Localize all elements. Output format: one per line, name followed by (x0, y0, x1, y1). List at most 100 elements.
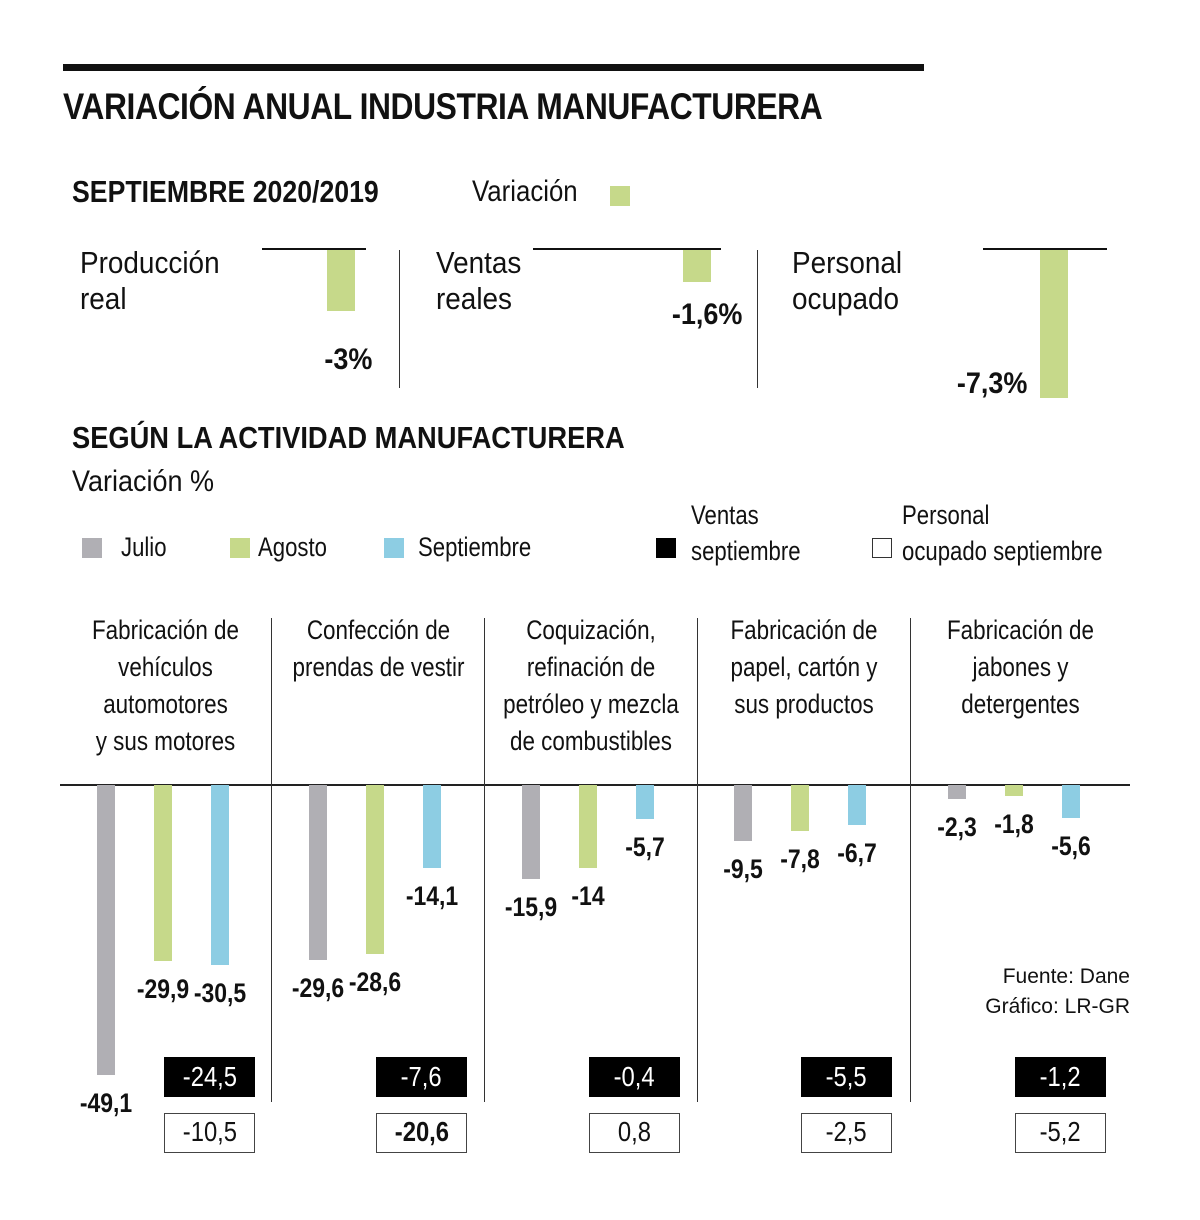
category-label-line: refinación de (526, 652, 656, 682)
chart-baseline (60, 784, 1130, 786)
category-label-line: de combustibles (510, 726, 672, 756)
kpi-produccion-baseline (262, 248, 366, 250)
kpi-ventas-value: -1,6% (671, 298, 742, 331)
personal-ocupado-box: -2,5 (801, 1113, 892, 1153)
personal-ocupado-box: -10,5 (164, 1113, 255, 1153)
category-label-line: automotores (103, 689, 228, 719)
bar-value-label: -5,7 (625, 831, 665, 862)
bar-septiembre (636, 785, 654, 819)
bar-value-label: -14,1 (405, 881, 459, 912)
top-rule (63, 64, 924, 71)
bar-value-label: -14 (571, 880, 605, 911)
bar-value-label: -29,9 (136, 974, 190, 1005)
category-label-line: Fabricación de (946, 615, 1094, 645)
ventas-septiembre-value: -5,5 (825, 1061, 868, 1092)
bar-value-label: -49,1 (79, 1087, 133, 1118)
category-label-line: Fabricación de (730, 615, 878, 645)
category-divider (484, 618, 485, 1102)
bar-agosto (366, 785, 384, 954)
bar-julio (948, 785, 966, 799)
ventas-septiembre-value: -0,4 (613, 1061, 656, 1092)
category-divider (271, 618, 272, 1102)
ventas-septiembre-value: -1,2 (1039, 1061, 1082, 1092)
bar-septiembre (423, 785, 441, 869)
category-label-line: Confección de (306, 615, 451, 645)
section1-legend-swatch (610, 186, 630, 206)
bar-value-label: -7,8 (780, 844, 820, 875)
category-label-line: prendas de vestir (292, 652, 465, 682)
source-note: Fuente: Dane Gráfico: LR-GR (985, 965, 1130, 1018)
bar-agosto (579, 785, 597, 868)
legend-swatch-agosto (230, 538, 250, 558)
category-label-line: Fabricación de (91, 615, 239, 645)
kpi-personal-bar (1040, 250, 1068, 399)
bar-septiembre (1062, 785, 1080, 819)
kpi-personal-label: Personal ocupado (792, 245, 903, 316)
category-label-line: y sus motores (95, 726, 236, 756)
category-label-line: papel, cartón y (730, 652, 878, 682)
bar-value-label: -9,5 (723, 854, 763, 885)
bar-julio (309, 785, 327, 960)
kpi-ventas-bar (683, 250, 711, 283)
category-label: Confección de prendas de vestir (290, 612, 467, 686)
category-label: Fabricación de vehículos automotores y sus … (78, 612, 253, 760)
category-label-line: petróleo y mezcla (503, 689, 679, 719)
personal-ocupado-box: -5,2 (1015, 1113, 1106, 1153)
bar-julio (734, 785, 752, 842)
chart-title: VARIACIÓN ANUAL INDUSTRIA MANUFACTURERA (63, 86, 823, 127)
category-label-line: sus productos (734, 689, 874, 719)
category-label: Fabricación de jabones y detergentes (930, 612, 1112, 723)
personal-ocupado-box: -20,6 (376, 1113, 467, 1153)
ventas-septiembre-box: -24,5 (164, 1057, 255, 1097)
legend-swatch-ventas (656, 538, 676, 558)
section2-heading: SEGÚN LA ACTIVIDAD MANUFACTURERA (72, 420, 625, 455)
personal-ocupado-box: 0,8 (589, 1113, 680, 1153)
kpi-produccion-label: Producción real (80, 245, 220, 316)
ventas-septiembre-value: -24,5 (182, 1061, 237, 1092)
category-label: Fabricación de papel, cartón y sus product… (715, 612, 893, 723)
kpi-produccion-bar (327, 250, 355, 311)
kpi-ventas-baseline (533, 248, 721, 250)
ventas-septiembre-box: -5,5 (801, 1057, 892, 1097)
ventas-septiembre-box: -1,2 (1015, 1057, 1106, 1097)
bar-agosto (791, 785, 809, 832)
legend-swatch-septiembre (384, 538, 404, 558)
bar-value-label: -28,6 (348, 966, 402, 997)
bar-julio (522, 785, 540, 879)
legend-label-septiembre: Septiembre (418, 532, 532, 562)
bar-value-label: -1,8 (994, 808, 1034, 839)
bar-value-label: -29,6 (291, 972, 345, 1003)
category-label: Coquización, refinación de petróleo y mezc… (503, 612, 679, 760)
legend-label-agosto: Agosto (258, 532, 327, 562)
personal-ocupado-value: -5,2 (1039, 1116, 1082, 1147)
legend-label-ventas: Ventas septiembre (691, 500, 801, 566)
legend-label-julio: Julio (121, 532, 167, 562)
ventas-septiembre-value: -7,6 (400, 1061, 443, 1092)
kpi-divider (399, 250, 400, 388)
category-label-line: jabones y (972, 652, 1069, 682)
bar-value-label: -15,9 (504, 891, 558, 922)
kpi-personal-baseline (983, 248, 1107, 250)
personal-ocupado-value: 0,8 (617, 1116, 652, 1147)
bar-agosto (154, 785, 172, 962)
bar-julio (97, 785, 115, 1075)
kpi-produccion-value: -3% (323, 343, 372, 376)
bar-value-label: -6,7 (837, 837, 877, 868)
bar-agosto (1005, 785, 1023, 796)
legend-label-personal: Personal ocupado septiembre (902, 500, 1103, 566)
section1-heading: SEPTIEMBRE 2020/2019 (72, 174, 379, 209)
bar-value-label: -5,6 (1051, 831, 1091, 862)
legend-swatch-julio (82, 538, 102, 558)
category-divider (910, 618, 911, 1102)
ventas-septiembre-box: -7,6 (376, 1057, 467, 1097)
bar-septiembre (211, 785, 229, 965)
kpi-personal-value: -7,3% (956, 367, 1027, 400)
category-label-line: Coquización, (526, 615, 656, 645)
ventas-septiembre-box: -0,4 (589, 1057, 680, 1097)
kpi-divider (757, 250, 758, 388)
section2-unit-label: Variación % (72, 465, 215, 498)
category-divider (697, 618, 698, 1102)
section1-legend-label: Variación (472, 175, 578, 208)
bar-value-label: -2,3 (937, 811, 977, 842)
personal-ocupado-value: -20,6 (394, 1116, 449, 1147)
